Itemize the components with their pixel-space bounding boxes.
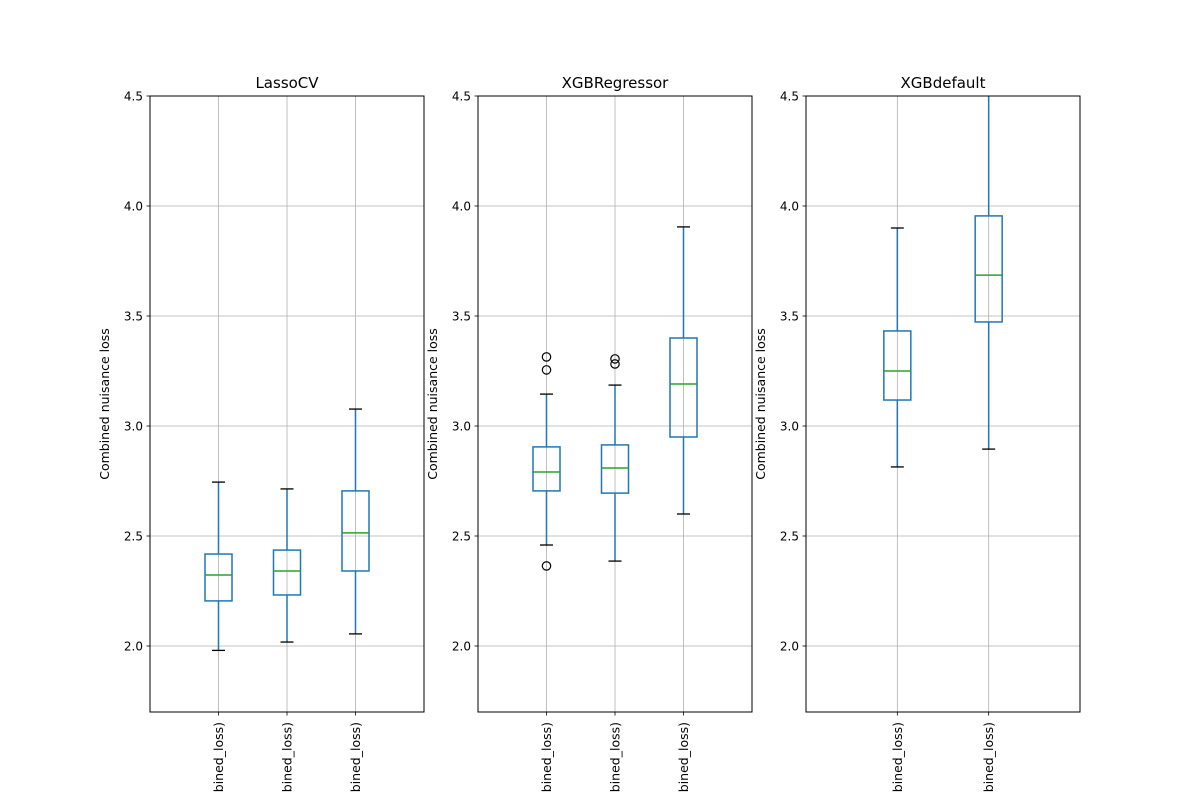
y-axis-label: Combined nuisance loss [97, 328, 112, 480]
subplot-xgbdefault: XGBdefault Combined nuisance loss 2.0 2.5… [753, 74, 1081, 792]
box-group [600, 354, 630, 562]
boxes [883, 96, 1003, 468]
outlier-point [610, 354, 620, 364]
outlier-point [610, 359, 620, 369]
gridlines [806, 95, 1080, 712]
y-tick-label: 2.0 [124, 640, 143, 654]
y-tick-label: 3.5 [452, 310, 471, 324]
subplot-title: XGBdefault [901, 74, 986, 92]
x-tick-label: bined_loss) [981, 722, 996, 792]
boxes [204, 408, 370, 652]
box-group [272, 488, 302, 643]
y-tick-label: 3.5 [780, 310, 799, 324]
y-tick-label: 4.5 [124, 90, 143, 104]
x-tick-label: bined_loss) [890, 722, 905, 792]
y-tick-label: 4.0 [124, 200, 143, 214]
y-tick-label: 3.0 [124, 420, 143, 434]
iqr-box [669, 337, 698, 438]
outlier-point [541, 365, 552, 375]
box-group [341, 408, 370, 635]
subplot-title: XGBRegressor [562, 74, 670, 92]
box-group [974, 96, 1003, 450]
box-group [669, 226, 698, 515]
axes-frame [477, 95, 753, 713]
y-axis-label: Combined nuisance loss [753, 328, 768, 480]
y-tick-label: 2.0 [452, 640, 471, 654]
iqr-box [532, 446, 561, 492]
y-tick-label: 2.5 [780, 530, 799, 544]
y-axis-label: Combined nuisance loss [425, 328, 440, 480]
box-group [204, 481, 233, 652]
y-tick-label: 2.5 [124, 530, 143, 544]
iqr-box [974, 215, 1003, 323]
x-tick-label: bined_loss) [608, 722, 623, 792]
outlier-point [541, 561, 552, 571]
y-tick-label: 4.5 [452, 90, 471, 104]
axes-frame [805, 95, 1081, 713]
y-tick-label: 3.5 [124, 310, 143, 324]
box-group [883, 227, 912, 468]
box-group [532, 352, 561, 571]
iqr-box [204, 553, 233, 602]
iqr-box [341, 490, 370, 572]
x-tick-label: bined_loss) [280, 722, 295, 792]
x-tick-label: bined_loss) [348, 722, 363, 792]
y-tick-label: 2.0 [780, 640, 799, 654]
subplot-lassocv: LassoCV Combined nuisance loss 2.0 2.5 3.0… [97, 74, 425, 792]
y-tick-label: 4.0 [452, 200, 471, 214]
y-tick-label: 4.5 [780, 90, 799, 104]
iqr-box [883, 330, 912, 401]
x-tick-label: bined_loss) [676, 722, 691, 792]
y-tick-label: 3.0 [452, 420, 471, 434]
y-tick-label: 3.0 [780, 420, 799, 434]
y-tick-label: 4.0 [780, 200, 799, 214]
iqr-box [600, 444, 630, 494]
subplot-xgbregressor: XGBRegressor Combined nuisance loss 2.0 2… [425, 74, 753, 792]
x-tick-label: bined_loss) [539, 722, 554, 792]
x-tick-label: bined_loss) [211, 722, 226, 792]
axes-frame [149, 95, 425, 713]
iqr-box [272, 549, 302, 596]
boxes [532, 226, 698, 571]
subplot-title: LassoCV [255, 74, 319, 92]
outlier-point [541, 352, 552, 362]
y-tick-label: 2.5 [452, 530, 471, 544]
